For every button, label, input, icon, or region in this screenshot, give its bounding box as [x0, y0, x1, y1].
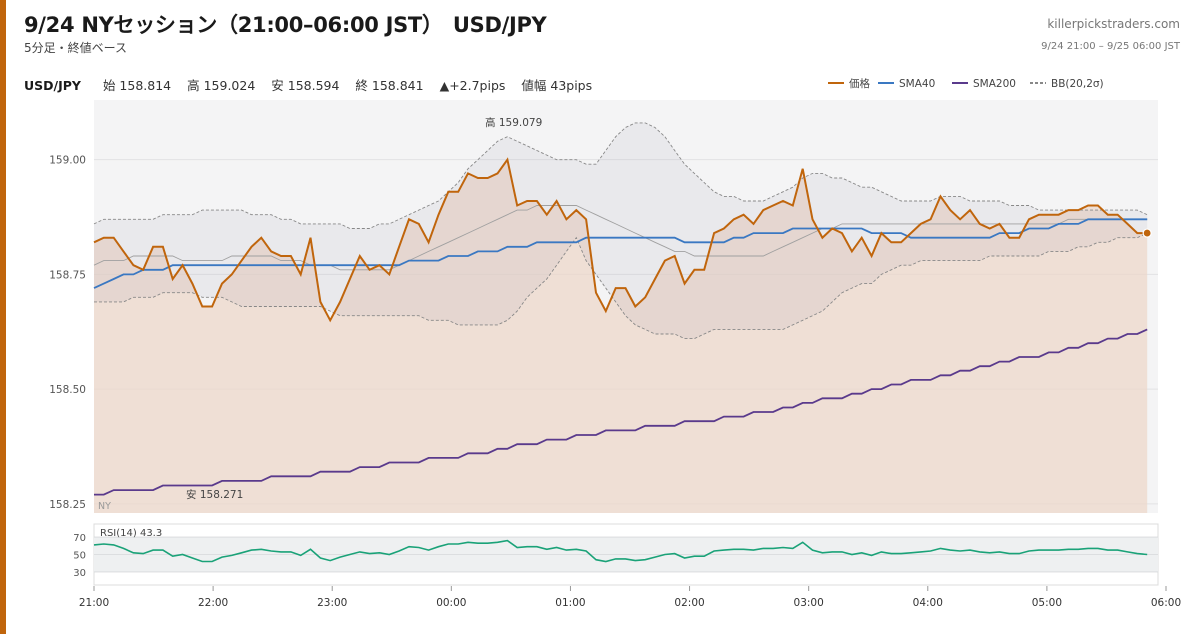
price-line	[93, 157, 1148, 323]
session-label: NY	[98, 501, 111, 512]
legend-label: BB(20,2σ)	[1051, 78, 1104, 90]
page-subtitle: 5分足・終値ベース	[24, 41, 128, 55]
last-price-marker	[1142, 228, 1152, 238]
y-tick-label: 158.75	[49, 269, 86, 281]
date-range: 9/24 21:00 – 9/25 06:00 JST	[1041, 41, 1180, 52]
rsi-label: RSI(14) 43.3	[100, 528, 162, 539]
y-tick-label: 159.00	[49, 155, 86, 167]
rsi-line	[93, 539, 1148, 563]
page-title: 9/24 NYセッション（21:00–06:00 JST） USD/JPY	[24, 13, 547, 37]
x-tick-label: 02:00	[674, 597, 704, 609]
sma40-line	[93, 218, 1148, 289]
x-tick-label: 22:00	[198, 597, 228, 609]
low-annotation: 安 158.271	[186, 488, 243, 501]
y-tick-label: 158.25	[49, 499, 86, 511]
bb-band-fill	[94, 122, 1148, 339]
accent-bar	[0, 0, 6, 634]
x-tick-label: 21:00	[79, 597, 109, 609]
high-annotation: 高 159.079	[485, 116, 542, 129]
high-value: 高 159.024	[187, 78, 256, 93]
rsi-tick-label: 30	[73, 568, 86, 579]
x-tick-label: 01:00	[555, 597, 585, 609]
bb-lower-line	[94, 232, 1148, 340]
symbol-label: USD/JPY	[24, 78, 81, 93]
ohlc-summary: USD/JPY 始 158.814 高 159.024 安 158.594 終 …	[24, 75, 604, 94]
rsi-tick-label: 70	[73, 533, 86, 544]
x-tick-label: 00:00	[436, 597, 466, 609]
x-tick-label: 23:00	[317, 597, 347, 609]
bb-middle-line	[93, 205, 1148, 271]
change-value: ▲+2.7pips	[439, 78, 506, 93]
legend-label: SMA200	[973, 78, 1016, 90]
rsi-tick-label: 50	[73, 551, 86, 562]
y-tick-label: 158.50	[49, 384, 86, 396]
sma200-line	[94, 328, 1148, 496]
x-tick-label: 04:00	[913, 597, 943, 609]
price-area	[94, 159, 1148, 513]
x-tick-label: 05:00	[1032, 597, 1062, 609]
range-value: 値幅 43pips	[521, 78, 593, 93]
x-tick-label: 06:00	[1151, 597, 1181, 609]
site-name: killerpickstraders.com	[1047, 17, 1180, 31]
low-value: 安 158.594	[271, 78, 340, 93]
close-value: 終 158.841	[355, 78, 424, 93]
open-value: 始 158.814	[102, 78, 172, 93]
legend-label: 価格	[849, 77, 870, 90]
legend-label: SMA40	[899, 78, 935, 90]
x-tick-label: 03:00	[794, 597, 824, 609]
